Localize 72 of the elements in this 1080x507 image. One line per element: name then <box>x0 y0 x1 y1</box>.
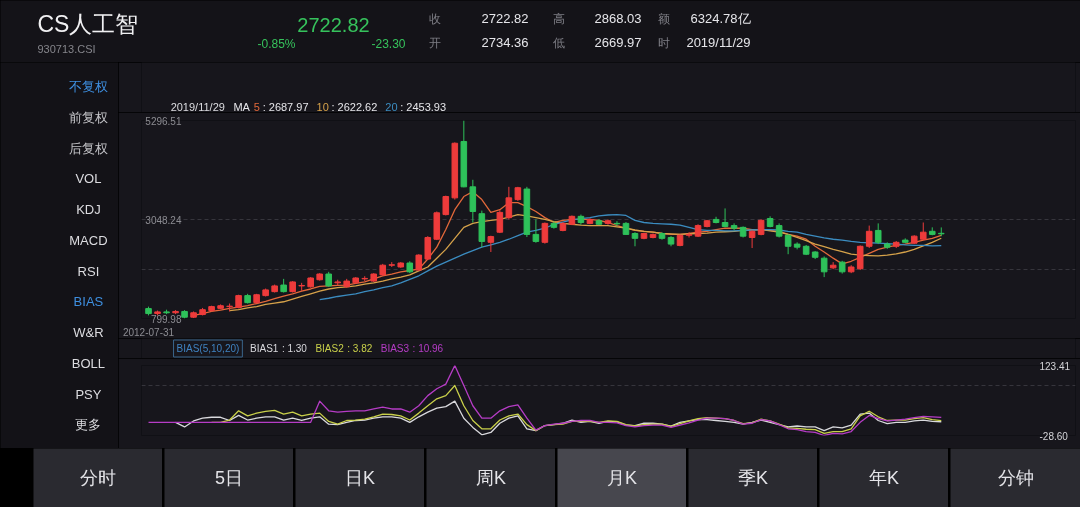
text: KDJ <box>76 202 101 217</box>
text: : 10.96 <box>412 343 444 354</box>
text: 2734.36 <box>481 35 529 50</box>
text: : 2453.93 <box>400 100 447 113</box>
text: BIAS1 <box>250 343 279 354</box>
text: 时 <box>657 35 670 50</box>
text: 2019/11/29 <box>170 100 225 113</box>
y-tick-label: 123.41 <box>1039 360 1071 372</box>
line-series <box>174 400 942 436</box>
text: 2722.82 <box>297 13 370 36</box>
y-tick-label: -28.60 <box>1039 430 1069 442</box>
text: 开 <box>428 35 441 50</box>
text: RSI <box>77 263 100 279</box>
legend-title: MA <box>233 100 251 113</box>
text: 2722.82 <box>481 11 529 26</box>
text: 分钟 <box>997 468 1034 488</box>
candlestick <box>685 231 693 238</box>
text: MACD <box>69 232 108 248</box>
candlestick <box>505 186 513 220</box>
text: 日K <box>345 468 376 488</box>
text: : 3.82 <box>347 343 373 354</box>
text: 5 <box>253 100 260 113</box>
text: 10 <box>316 100 329 113</box>
text: BIAS2 <box>315 343 345 354</box>
text: 月K <box>607 468 638 488</box>
y-tick-label: 3048.24 <box>145 214 182 226</box>
text: 不复权 <box>68 79 108 94</box>
text: 周K <box>476 468 507 488</box>
candlestick <box>631 231 639 247</box>
y-tick-label: 799.98 <box>150 313 182 325</box>
candlestick <box>874 222 882 245</box>
text: VOL <box>75 171 102 187</box>
text: : 2622.62 <box>331 100 378 113</box>
text: -0.85% <box>257 36 296 51</box>
candlestick <box>856 244 864 271</box>
text: 后复权 <box>68 140 108 156</box>
candlestick <box>865 225 873 249</box>
text: 2019/11/29 <box>686 35 751 50</box>
line-series <box>147 365 942 436</box>
text: 收 <box>428 11 441 26</box>
candlestick <box>784 233 792 255</box>
text: 6324.78亿 <box>690 11 751 26</box>
text: W&R <box>73 325 104 340</box>
candlestick <box>532 218 540 244</box>
text: CS人工智 <box>37 10 139 37</box>
text: 高 <box>552 11 565 26</box>
text: BOLL <box>71 355 106 371</box>
candlestick <box>748 229 756 249</box>
text: 930713.CSI <box>37 42 96 55</box>
text: 低 <box>552 35 565 50</box>
text: 20 <box>385 100 398 113</box>
candlestick <box>424 235 432 261</box>
text: -23.30 <box>371 37 406 51</box>
candlestick <box>820 255 828 278</box>
text: PSY <box>75 386 102 402</box>
text: 2868.03 <box>594 11 642 26</box>
line-series <box>319 213 942 301</box>
text: BIAS3 <box>380 343 410 354</box>
text: BIAS <box>73 294 104 310</box>
text: 额 <box>657 11 670 26</box>
x-tick-label: 2012-07-31 <box>122 326 175 338</box>
text: 2669.97 <box>594 35 642 50</box>
text: : 2687.97 <box>262 100 309 113</box>
text: : 1.30 <box>281 343 308 354</box>
text: 分时 <box>80 468 116 488</box>
y-tick-label: 5296.51 <box>145 115 182 127</box>
text: 更多 <box>75 417 102 433</box>
text: 5日 <box>214 468 244 488</box>
text: 季K <box>738 468 769 488</box>
text: 前复权 <box>68 109 108 125</box>
legend-title: BIAS(5,10,20) <box>176 343 240 354</box>
text: 年K <box>869 468 900 488</box>
